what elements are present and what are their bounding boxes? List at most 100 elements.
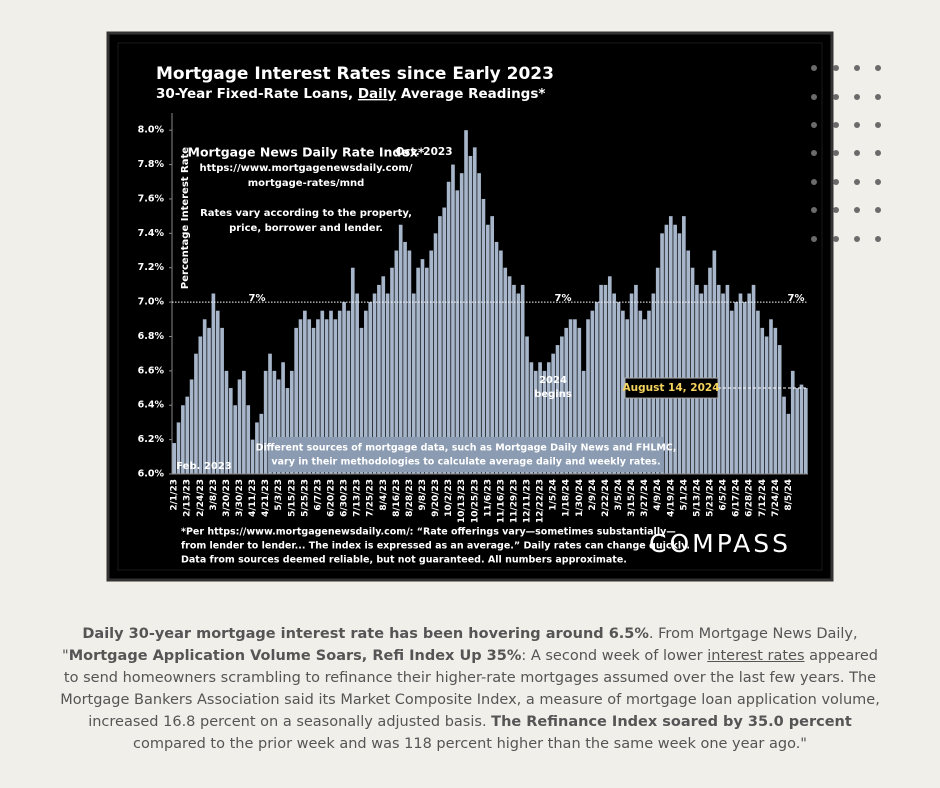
y-tick-label: 6.8%: [138, 331, 165, 342]
bar: [289, 370, 294, 474]
reference-label: 7%: [249, 293, 266, 304]
bar: [538, 362, 542, 474]
bar: [185, 396, 190, 474]
bar: [555, 345, 560, 474]
bar: [590, 310, 595, 474]
bar: [425, 267, 429, 474]
bar: [368, 302, 373, 474]
bar: [242, 370, 246, 474]
bar: [202, 319, 207, 474]
note-box: [268, 437, 664, 472]
bar: [377, 284, 381, 474]
bar: [729, 310, 734, 474]
bar: [324, 319, 329, 474]
bar: [751, 284, 756, 474]
x-tick-label: 4/19/24: [666, 479, 676, 517]
bar: [664, 224, 669, 474]
bar: [411, 293, 416, 474]
bar: [512, 284, 516, 474]
bar: [181, 405, 185, 474]
x-tick-label: 2/1/23: [170, 479, 180, 511]
bar: [468, 155, 473, 474]
bar: [803, 388, 808, 474]
bar: [621, 310, 625, 474]
subtitle-part: Daily: [358, 86, 397, 102]
bar: [381, 276, 386, 474]
bar: [756, 310, 760, 474]
footnote: *Per https://www.mortgagenewsdaily.com/:…: [181, 527, 676, 538]
bar: [564, 327, 569, 474]
annotation: https://www.mortgagenewsdaily.com/: [200, 163, 413, 174]
bar: [551, 353, 555, 474]
caption-part: appeared to send homeowners scrambling t…: [60, 648, 880, 730]
bar: [708, 267, 712, 474]
bar: [594, 302, 599, 474]
annotation: Rates vary according to the property,: [200, 208, 412, 219]
x-tick-label: 6/7/23: [313, 479, 323, 511]
bar: [499, 250, 503, 474]
bar: [560, 336, 564, 474]
caption-part: compared to the prior week and was 118 p…: [133, 736, 807, 752]
bar: [686, 250, 691, 474]
caption-part: : A second week of lower: [521, 648, 708, 664]
bar: [503, 267, 508, 474]
bar: [660, 233, 664, 474]
bar: [738, 293, 743, 474]
bar: [477, 173, 481, 474]
bar: [207, 327, 211, 474]
y-tick-label: 7.0%: [138, 297, 165, 308]
bar: [760, 327, 765, 474]
bar: [224, 370, 229, 474]
bar: [346, 310, 351, 474]
x-tick-label: 9/20/23: [431, 479, 441, 517]
annotation: 2024: [539, 375, 567, 386]
y-tick-label: 6.2%: [138, 434, 165, 445]
bar: [220, 327, 224, 474]
bar: [285, 388, 290, 474]
bar: [303, 310, 307, 474]
bar: [276, 379, 281, 474]
x-tick-label: 4/9/24: [653, 479, 663, 511]
bar: [533, 370, 538, 474]
bar: [786, 413, 791, 474]
bar: [429, 250, 434, 474]
bar: [228, 388, 233, 474]
caption: Daily 30-year mortgage interest rate has…: [60, 623, 880, 755]
bar: [189, 379, 194, 474]
x-tick-label: 8/28/23: [405, 479, 415, 517]
bar: [690, 267, 695, 474]
annotation: price, borrower and lender.: [229, 223, 383, 234]
bar: [773, 327, 778, 474]
bar: [490, 216, 495, 474]
y-tick-label: 6.4%: [138, 400, 165, 411]
x-tick-label: 1/18/24: [562, 479, 572, 517]
bar: [372, 293, 377, 474]
bar: [764, 336, 769, 474]
bar: [516, 293, 521, 474]
bar: [485, 224, 490, 474]
y-tick-label: 7.8%: [138, 159, 165, 170]
x-tick-label: 5/1/24: [679, 479, 689, 511]
annotation: Oct. 2023: [395, 146, 452, 158]
bar: [298, 319, 303, 474]
bar: [790, 370, 795, 474]
bar: [795, 388, 799, 474]
bar: [198, 336, 203, 474]
caption-part: The Refinance Index soared by 35.0 perce…: [491, 714, 852, 730]
bar: [416, 267, 420, 474]
bar: [385, 293, 390, 474]
x-tick-label: 8/5/24: [784, 479, 794, 511]
bar: [472, 147, 477, 474]
bar: [677, 233, 682, 474]
bar: [355, 293, 359, 474]
bar: [725, 284, 730, 474]
footnote: Data from sources deemed reliable, but n…: [181, 555, 627, 566]
bar: [573, 319, 577, 474]
bar: [782, 396, 786, 474]
bar: [364, 310, 368, 474]
bar: [716, 284, 721, 474]
bar: [712, 250, 717, 474]
bar: [451, 164, 455, 475]
caption-part: interest rates: [707, 648, 805, 664]
bar: [529, 362, 534, 474]
